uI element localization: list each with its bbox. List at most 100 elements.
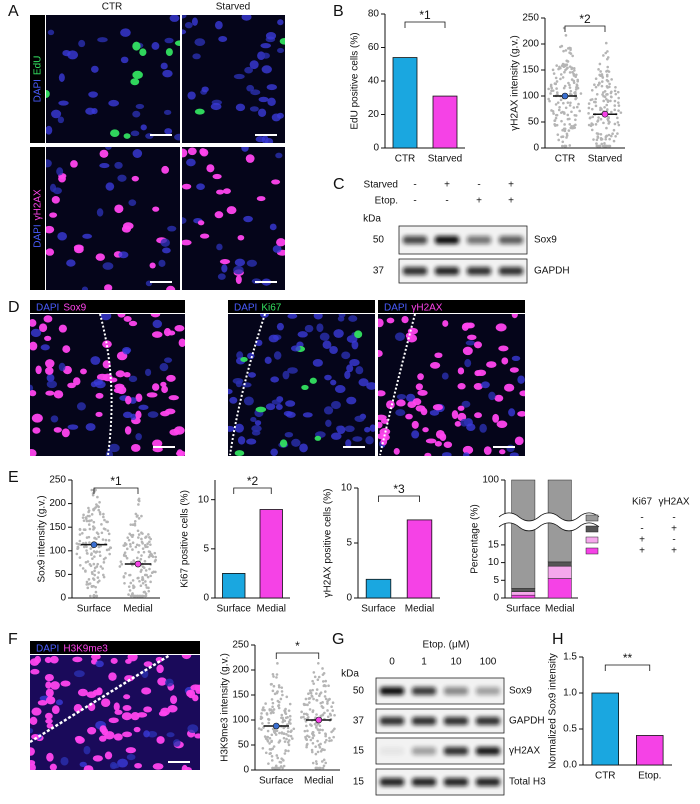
cell-dot	[106, 529, 110, 532]
nucleus	[56, 167, 64, 176]
nucleus	[30, 658, 40, 666]
nucleus	[473, 382, 483, 390]
nucleus	[355, 366, 364, 375]
cell-dot	[133, 519, 137, 523]
nucleus	[104, 731, 115, 740]
cell-dot	[319, 691, 323, 694]
cell-dot	[587, 102, 591, 105]
nucleus	[434, 352, 443, 359]
y-axis-label: EdU positive cells (%)	[350, 32, 361, 129]
column-header: CTR	[102, 2, 123, 13]
panel-label: F	[8, 631, 18, 648]
nucleus	[182, 29, 187, 35]
band	[475, 778, 501, 786]
nucleus	[83, 745, 91, 755]
cell-dot	[268, 736, 272, 740]
cell-dot	[282, 764, 286, 768]
nucleus	[76, 402, 86, 411]
cell-dot	[606, 50, 609, 53]
cell-dot	[85, 580, 89, 584]
nucleus	[100, 314, 112, 321]
cell-dot	[595, 142, 598, 145]
nucleus	[131, 175, 139, 182]
cell-dot	[268, 747, 272, 751]
cell-dot	[613, 104, 617, 107]
y-tick-label: 5	[346, 538, 352, 549]
cell-dot	[557, 138, 561, 142]
nucleus	[45, 366, 54, 375]
dose-label: 10	[450, 657, 462, 668]
nucleus	[475, 369, 487, 377]
nucleus	[216, 243, 223, 251]
condition-sign: -	[445, 196, 448, 207]
nucleus	[81, 286, 89, 290]
nucleus	[465, 340, 476, 346]
cell-dot	[322, 684, 326, 688]
cell-dot	[319, 749, 323, 753]
nucleus	[30, 668, 40, 675]
cell-dot	[79, 563, 82, 567]
cell-dot	[81, 567, 85, 570]
nucleus	[422, 427, 429, 433]
nucleus	[132, 110, 141, 118]
nucleus	[265, 403, 276, 411]
nucleus	[210, 102, 222, 111]
cell-dot	[309, 738, 313, 742]
nucleus	[354, 330, 363, 339]
nucleus	[128, 375, 138, 383]
cell-dot	[288, 714, 292, 718]
cell-dot	[568, 86, 572, 89]
nucleus	[240, 356, 248, 362]
cell-dot	[89, 547, 93, 550]
nucleus	[364, 426, 371, 433]
significance-bracket	[275, 652, 320, 659]
nucleus	[130, 413, 137, 421]
cell-dot	[138, 579, 141, 583]
nucleus	[299, 443, 308, 453]
cell-dot	[311, 733, 315, 736]
boundary	[229, 313, 266, 456]
cell-dot	[143, 559, 147, 563]
nucleus	[113, 702, 120, 711]
cell-dot	[144, 536, 147, 539]
nucleus	[49, 655, 59, 664]
cell-dot	[94, 488, 97, 492]
protein-label: Sox9	[509, 686, 532, 697]
cell-dot	[104, 538, 108, 542]
cell-dot	[309, 723, 312, 726]
mw-label: 50	[353, 686, 365, 697]
nucleus	[46, 225, 55, 234]
nucleus	[105, 182, 115, 191]
cell-dot	[128, 573, 131, 577]
cell-dot	[555, 87, 558, 90]
nucleus	[58, 324, 67, 333]
cell-dot	[276, 662, 279, 665]
band	[411, 717, 437, 725]
nucleus	[30, 747, 35, 756]
nucleus	[334, 385, 346, 394]
protein-label: γH2AX	[509, 746, 540, 757]
cell-dot	[330, 705, 333, 709]
cell-dot	[99, 565, 103, 568]
legend-sign: -	[672, 535, 675, 546]
significance-bracket	[604, 664, 651, 671]
cell-dot	[553, 82, 557, 85]
cell-dot	[547, 87, 550, 91]
cell-dot	[84, 570, 87, 573]
cell-dot	[275, 673, 279, 676]
channel-label: DAPI γH2AX	[384, 302, 443, 313]
nucleus	[277, 19, 284, 26]
nucleus	[158, 711, 168, 717]
nucleus	[277, 47, 285, 54]
channel-label: DAPI EdU	[32, 56, 43, 103]
y-tick-label: 20	[368, 109, 380, 120]
cell-dot	[318, 746, 322, 749]
cell-dot	[287, 743, 291, 747]
legend-swatch	[585, 547, 599, 555]
cell-dot	[277, 706, 281, 710]
cell-dot	[119, 560, 123, 563]
cell-dot	[324, 697, 328, 701]
cell-dot	[141, 578, 144, 581]
cell-dot	[287, 739, 291, 742]
cell-dot	[579, 92, 583, 95]
